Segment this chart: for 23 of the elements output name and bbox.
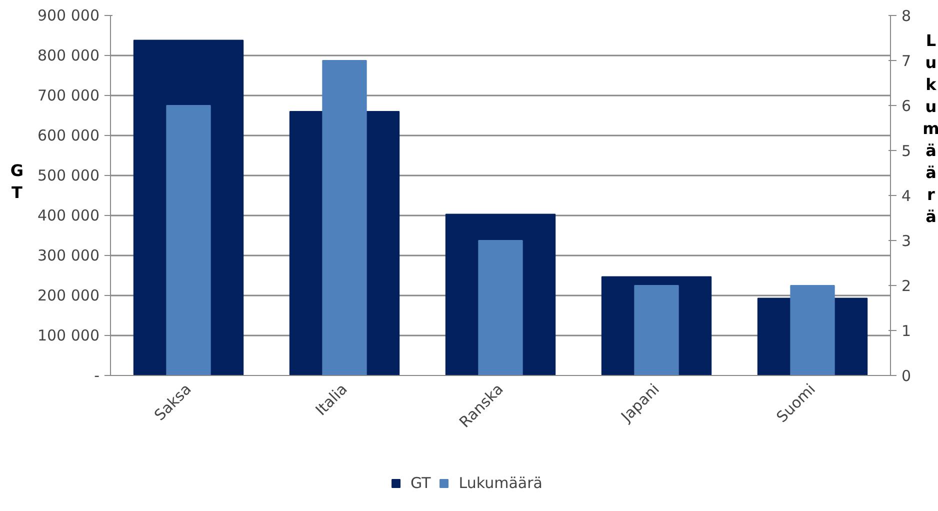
- y-tick-label: 100 000: [37, 326, 100, 344]
- y2-tick-label: 5: [902, 142, 912, 160]
- legend-label: GT: [410, 474, 431, 492]
- y-tick-label: 900 000: [37, 6, 100, 24]
- y2-tick-label: 4: [902, 187, 912, 205]
- y2-tick-label: 7: [902, 52, 912, 70]
- y2-tick-label: 1: [902, 322, 912, 340]
- text: Lukumäärä: [922, 31, 938, 226]
- y-tick-label: 200 000: [37, 286, 100, 304]
- y-tick-label: 500 000: [37, 166, 100, 184]
- legend-label: Lukumäärä: [458, 474, 542, 492]
- y2-tick-label: 2: [902, 277, 912, 295]
- y2-tick-label: 0: [902, 367, 912, 385]
- y-tick-label: 400 000: [37, 206, 100, 224]
- y-axis-title: GT: [10, 160, 24, 204]
- y-tick-label: 800 000: [37, 46, 100, 64]
- y2-tick-label: 3: [902, 232, 912, 250]
- y-tick-label: 700 000: [37, 86, 100, 104]
- y2-tick-label: 6: [902, 97, 912, 115]
- y2-tick-label: 8: [902, 7, 912, 25]
- y-tick-label: -: [94, 366, 100, 384]
- y-tick-label: 300 000: [37, 246, 100, 264]
- y-tick-label: 600 000: [37, 126, 100, 144]
